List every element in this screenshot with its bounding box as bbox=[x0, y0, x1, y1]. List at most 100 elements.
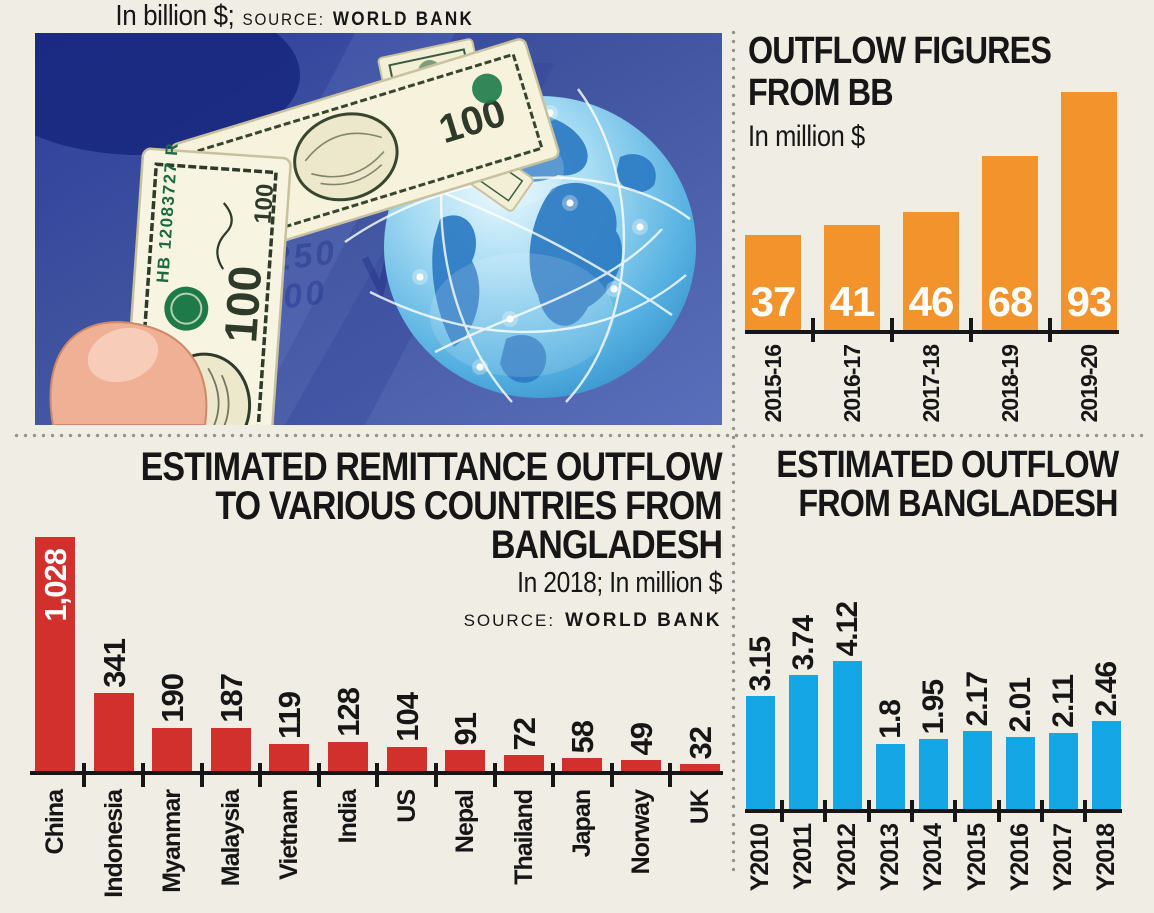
rotated-label-text: Y2013 bbox=[876, 824, 904, 892]
estimated-outflow-bd-bar-Y2014 bbox=[919, 739, 948, 809]
remittance-countries-axis-tick bbox=[668, 763, 672, 787]
outflow-figures-bb-value-2016-17: 41 bbox=[824, 225, 880, 330]
globe-sheen bbox=[430, 253, 614, 377]
bar-value-label: 93 bbox=[1066, 278, 1113, 325]
outflow-figures-bb-value-2019-20: 93 bbox=[1061, 92, 1117, 330]
remittance-countries-bar-Nepal bbox=[445, 750, 485, 771]
remittance-countries-axis-tick bbox=[551, 763, 555, 787]
rotated-label-text: 3.15 bbox=[743, 636, 777, 691]
outflow-figures-bb-axis bbox=[745, 330, 1119, 334]
bb-title-line2: FROM BB bbox=[748, 72, 894, 114]
estimated-outflow-bd-axis bbox=[745, 809, 1122, 813]
remittance-countries-axis-tick bbox=[200, 763, 204, 787]
cc-subtitle: In 2018; In million $ bbox=[517, 567, 722, 599]
estimated-outflow-bd-bar-Y2013 bbox=[876, 744, 905, 809]
estimated-outflow-bd-axis-tick bbox=[997, 800, 1001, 822]
remittance-countries-axis-tick bbox=[317, 763, 321, 787]
cc-title-line3: BANGLADESH bbox=[490, 523, 723, 567]
estimated-outflow-bd-bar-Y2018 bbox=[1092, 721, 1121, 809]
estimated-outflow-bd-axis-tick bbox=[823, 800, 827, 822]
cc-title-line2: TO VARIOUS COUNTRIES FROM bbox=[215, 484, 723, 528]
rotated-label-text: Y2016 bbox=[1006, 824, 1034, 892]
cc-source-name: WORLD BANK bbox=[565, 610, 722, 631]
eo-subtitle: In billion $; bbox=[115, 0, 235, 32]
outflow-figures-bb-axis-tick bbox=[1048, 318, 1052, 342]
estimated-outflow-bd-value-Y2018: 2.46 bbox=[1078, 662, 1135, 716]
estimated-outflow-bd-value-Y2012: 4.12 bbox=[819, 602, 876, 656]
eo-title-line2: FROM BANGLADESH bbox=[798, 483, 1119, 525]
rotated-label-text: 2.01 bbox=[1003, 677, 1037, 732]
estimated-outflow-bd-bar-Y2017 bbox=[1049, 733, 1078, 809]
remittance-countries-axis-tick bbox=[434, 763, 438, 787]
remittance-countries-bar-UK bbox=[680, 764, 720, 771]
outflow-figures-bb-value-2017-18: 46 bbox=[903, 212, 959, 330]
divider-horizontal bbox=[12, 433, 1146, 438]
remittance-countries-axis-tick bbox=[258, 763, 262, 787]
thumb-illustration bbox=[49, 321, 208, 426]
rotated-label-text: 4.12 bbox=[830, 601, 864, 656]
estimated-outflow-bd-axis-tick bbox=[910, 800, 914, 822]
background-blob bbox=[0, 0, 300, 155]
remittance-countries-bar-Vietnam bbox=[269, 744, 309, 771]
estimated-outflow-bd-axis-tick bbox=[867, 800, 871, 822]
estimated-outflow-bd-bar-Y2010 bbox=[746, 696, 775, 809]
money-globe-illustration: 4,50 250 000 bbox=[0, 0, 722, 509]
svg-text:100: 100 bbox=[214, 264, 271, 344]
rotated-label-text: Y2017 bbox=[1049, 824, 1077, 892]
cc-title-line1: ESTIMATED REMITTANCE OUTFLOW bbox=[140, 445, 723, 489]
outflow-figures-bb-bar-2017-18 bbox=[903, 212, 959, 330]
outflow-figures-bb-value-2018-19: 68 bbox=[982, 156, 1038, 330]
remittance-countries-axis-tick bbox=[610, 763, 614, 787]
estimated-outflow-bd-bar-Y2016 bbox=[1006, 737, 1035, 809]
remittance-countries-bar-Norway bbox=[621, 760, 661, 771]
remittance-countries-bar-Indonesia bbox=[94, 693, 134, 771]
eo-subtitle-row: In billion $; SOURCE: WORLD BANK bbox=[115, 0, 1154, 33]
rotated-label-text: Y2010 bbox=[746, 824, 774, 892]
outflow-figures-bb-bar-2019-20 bbox=[1061, 92, 1117, 330]
bar-value-label: 37 bbox=[750, 278, 797, 325]
estimated-outflow-bd-bar-Y2011 bbox=[789, 675, 818, 809]
outflow-figures-bb-axis-tick bbox=[969, 318, 973, 342]
money-globe-photo: 4,50 250 000 bbox=[0, 0, 722, 509]
remittance-countries-axis-tick bbox=[375, 763, 379, 787]
rotated-label-text: Y2018 bbox=[1092, 824, 1120, 892]
cc-source: SOURCE: WORLD BANK bbox=[464, 610, 722, 632]
eo-source-label: SOURCE: bbox=[242, 10, 325, 29]
remittance-countries-bar-Japan bbox=[562, 758, 602, 771]
bar-value-label: 46 bbox=[908, 278, 955, 325]
svg-text:100: 100 bbox=[249, 183, 279, 225]
outflow-figures-bb-bar-2018-19 bbox=[982, 156, 1038, 330]
outflow-figures-bb-axis-tick bbox=[811, 318, 815, 342]
estimated-outflow-bd-axis-tick bbox=[1083, 800, 1087, 822]
thumbnail bbox=[87, 327, 159, 383]
cc-source-label: SOURCE: bbox=[463, 611, 556, 630]
remittance-countries-axis-tick bbox=[141, 763, 145, 787]
outflow-figures-bb-bar-2016-17 bbox=[824, 225, 880, 330]
estimated-outflow-bd-axis-tick bbox=[953, 800, 957, 822]
outflow-figures-bb-bar-2015-16 bbox=[745, 235, 801, 330]
estimated-outflow-bd-bar-Y2015 bbox=[963, 731, 992, 809]
remittance-countries-bar-US bbox=[387, 747, 427, 771]
bill-signature bbox=[216, 202, 233, 270]
rotated-label-text: Y2011 bbox=[789, 824, 817, 890]
estimated-outflow-bd-category-Y2018: Y2018 bbox=[1076, 824, 1137, 891]
remittance-countries-bar-Thailand bbox=[504, 755, 544, 771]
bar-value-label: 68 bbox=[987, 278, 1034, 325]
outflow-figures-bb-value-2015-16: 37 bbox=[745, 235, 801, 330]
rotated-label-text: 2.11 bbox=[1046, 675, 1080, 728]
remittance-countries-bar-Myanmar bbox=[152, 728, 192, 771]
bar-value-label: 41 bbox=[829, 278, 876, 325]
eo-title-line1: ESTIMATED OUTFLOW bbox=[775, 444, 1119, 486]
rotated-label-text: Y2014 bbox=[919, 824, 947, 892]
remittance-countries-bar-China bbox=[35, 537, 75, 771]
bb-subtitle: In million $ bbox=[748, 120, 865, 153]
remittance-countries-axis-tick bbox=[82, 763, 86, 787]
rotated-label-text: Y2012 bbox=[833, 824, 861, 892]
eo-source-name: WORLD BANK bbox=[332, 9, 475, 30]
